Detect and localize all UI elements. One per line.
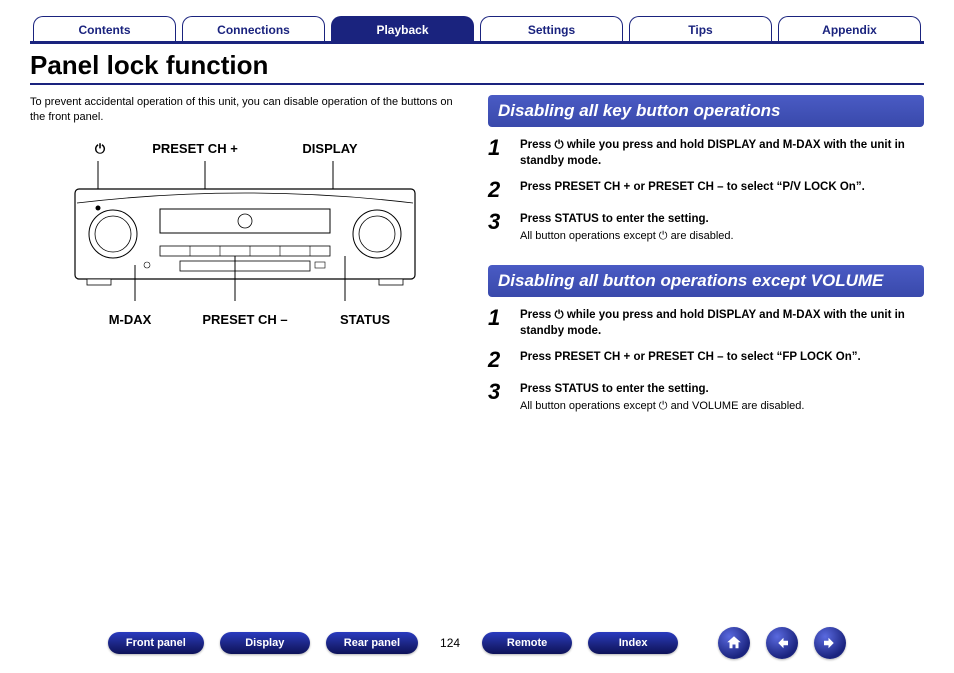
page-title: Panel lock function bbox=[30, 50, 924, 85]
step-text: Press STATUS to enter the setting. All b… bbox=[520, 211, 734, 244]
device-labels-bottom: M-DAX PRESET CH – STATUS bbox=[85, 312, 460, 327]
tab-connections[interactable]: Connections bbox=[182, 16, 325, 41]
step: 2 Press PRESET CH + or PRESET CH – to se… bbox=[488, 349, 924, 371]
step: 2 Press PRESET CH + or PRESET CH – to se… bbox=[488, 179, 924, 201]
next-button[interactable] bbox=[814, 627, 846, 659]
pill-display[interactable]: Display bbox=[220, 632, 310, 654]
step: 3 Press STATUS to enter the setting. All… bbox=[488, 381, 924, 414]
top-nav: Contents Connections Playback Settings T… bbox=[30, 16, 924, 44]
intro-text: To prevent accidental operation of this … bbox=[30, 95, 460, 125]
step: 1 Press ⏻ while you press and hold DISPL… bbox=[488, 307, 924, 339]
label-mdax: M-DAX bbox=[85, 312, 175, 327]
step: 1 Press ⏻ while you press and hold DISPL… bbox=[488, 137, 924, 169]
section2-heading: Disabling all button operations except V… bbox=[488, 265, 924, 297]
label-presetchplus: PRESET CH + bbox=[120, 141, 270, 157]
pill-front-panel[interactable]: Front panel bbox=[108, 632, 204, 654]
step-number: 3 bbox=[488, 211, 510, 244]
step-text: Press PRESET CH + or PRESET CH – to sele… bbox=[520, 349, 861, 371]
prev-button[interactable] bbox=[766, 627, 798, 659]
step-text: Press ⏻ while you press and hold DISPLAY… bbox=[520, 137, 924, 169]
label-display: DISPLAY bbox=[270, 141, 390, 157]
pill-rear-panel[interactable]: Rear panel bbox=[326, 632, 418, 654]
step: 3 Press STATUS to enter the setting. All… bbox=[488, 211, 924, 244]
tab-appendix[interactable]: Appendix bbox=[778, 16, 921, 41]
pill-index[interactable]: Index bbox=[588, 632, 678, 654]
step-number: 2 bbox=[488, 179, 510, 201]
tab-playback[interactable]: Playback bbox=[331, 16, 474, 41]
step-number: 1 bbox=[488, 137, 510, 169]
device-illustration bbox=[30, 161, 460, 306]
tab-tips[interactable]: Tips bbox=[629, 16, 772, 41]
step-number: 1 bbox=[488, 307, 510, 339]
section1-steps: 1 Press ⏻ while you press and hold DISPL… bbox=[488, 137, 924, 245]
section2-steps: 1 Press ⏻ while you press and hold DISPL… bbox=[488, 307, 924, 415]
label-presetchminus: PRESET CH – bbox=[175, 312, 315, 327]
arrow-left-icon bbox=[773, 634, 791, 652]
step-text: Press PRESET CH + or PRESET CH – to sele… bbox=[520, 179, 865, 201]
page-number: 124 bbox=[434, 636, 466, 650]
arrow-right-icon bbox=[821, 634, 839, 652]
step-note: All button operations except ⏻ and VOLUM… bbox=[520, 399, 804, 414]
step-number: 2 bbox=[488, 349, 510, 371]
pill-remote[interactable]: Remote bbox=[482, 632, 572, 654]
tab-settings[interactable]: Settings bbox=[480, 16, 623, 41]
label-power: ⏻ bbox=[80, 141, 120, 157]
step-text: Press STATUS to enter the setting. All b… bbox=[520, 381, 804, 414]
step-main: Press STATUS to enter the setting. bbox=[520, 213, 709, 225]
tab-contents[interactable]: Contents bbox=[33, 16, 176, 41]
section1-heading: Disabling all key button operations bbox=[488, 95, 924, 127]
home-icon bbox=[725, 634, 743, 652]
step-text: Press ⏻ while you press and hold DISPLAY… bbox=[520, 307, 924, 339]
device-labels-top: ⏻ PRESET CH + DISPLAY bbox=[80, 141, 460, 157]
bottom-nav: Front panel Display Rear panel 124 Remot… bbox=[0, 627, 954, 659]
home-button[interactable] bbox=[718, 627, 750, 659]
step-note: All button operations except ⏻ are disab… bbox=[520, 229, 734, 244]
step-number: 3 bbox=[488, 381, 510, 414]
step-main: Press STATUS to enter the setting. bbox=[520, 383, 709, 395]
label-status: STATUS bbox=[315, 312, 415, 327]
